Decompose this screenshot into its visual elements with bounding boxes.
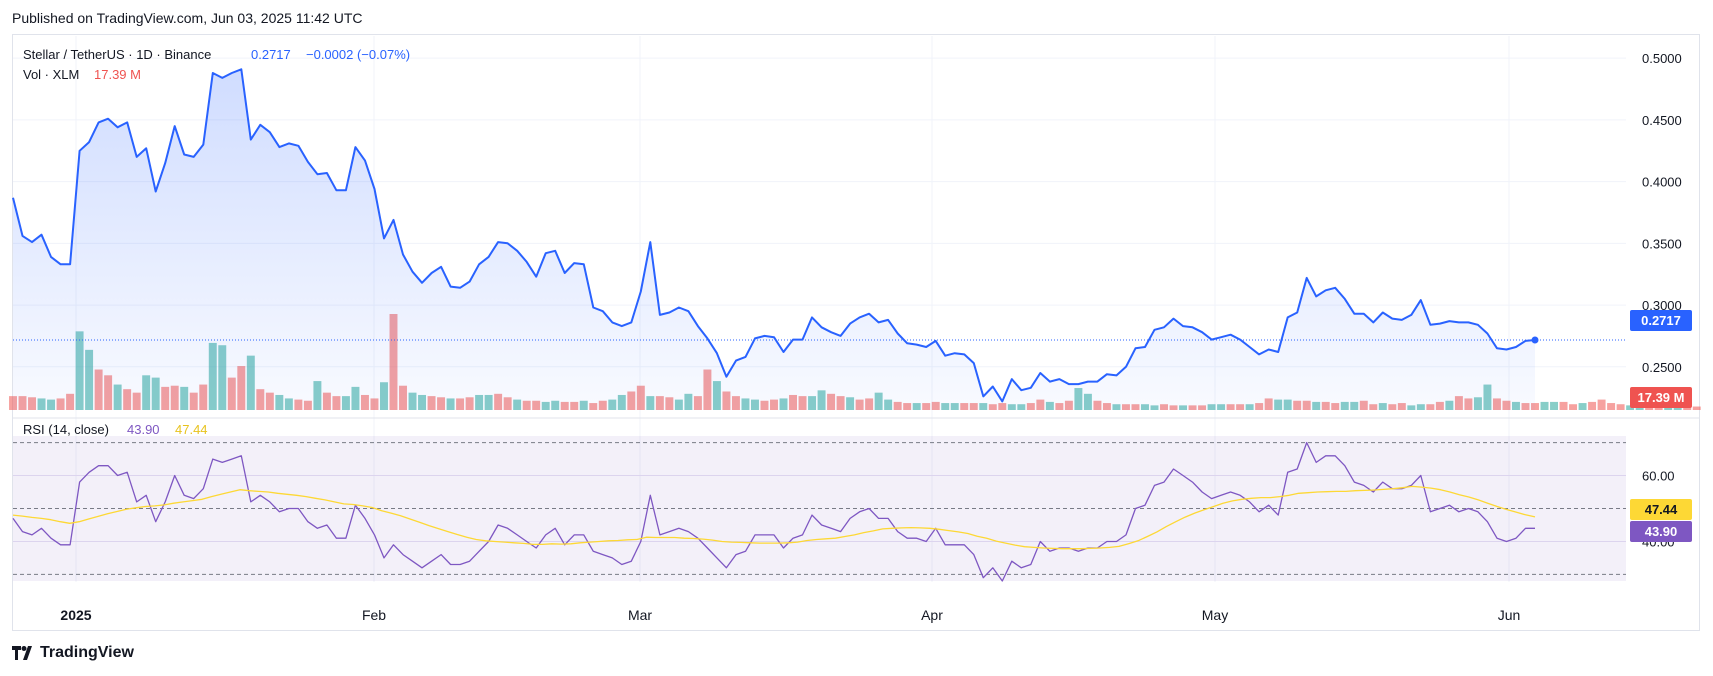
published-caption: Published on TradingView.com, Jun 03, 20… — [12, 10, 363, 26]
tradingview-logo[interactable]: TradingView — [12, 644, 134, 662]
volume-badge: 17.39 M — [1630, 387, 1692, 408]
svg-text:17.39 M: 17.39 M — [1638, 390, 1685, 405]
tradingview-logo-icon — [12, 646, 32, 660]
brand-name: TradingView — [40, 644, 134, 661]
price-tick-label: 0.4500 — [1642, 113, 1682, 128]
time-tick-label: May — [1202, 607, 1228, 623]
rsi-badge: 43.90 — [1630, 521, 1692, 542]
time-tick-label: Mar — [628, 607, 652, 623]
price-tick-label: 0.5000 — [1642, 51, 1682, 66]
legend-volume-label: Vol · XLM — [23, 67, 79, 82]
rsi-tick-label: 60.00 — [1642, 469, 1675, 484]
price-axis[interactable]: 0.5000 0.4500 0.4000 0.3500 0.3000 0.2500 60.0… — [1642, 51, 1682, 549]
time-tick-label: Feb — [362, 607, 386, 623]
rsi-series — [12, 441, 1626, 582]
price-line — [12, 68, 1536, 403]
price-series — [12, 68, 1626, 411]
price-tick-label: 0.4000 — [1642, 175, 1682, 190]
last-price-point — [1531, 336, 1539, 344]
time-tick-label: Jun — [1498, 607, 1521, 623]
svg-text:43.90: 43.90 — [1645, 524, 1678, 539]
price-tick-label: 0.3500 — [1642, 236, 1682, 251]
volume-bar — [1664, 406, 1673, 410]
volume-bar — [1588, 401, 1597, 410]
price-tick-label: 0.2500 — [1642, 360, 1682, 375]
legend-price: 0.2717 — [251, 47, 291, 62]
legend-symbol: Stellar / TetherUS · 1D · Binance — [23, 47, 211, 62]
volume-bar — [1569, 404, 1578, 410]
rsi-line — [12, 441, 1535, 582]
volume-bar — [1616, 404, 1625, 410]
price-tick-label: 0.3000 — [1642, 298, 1682, 313]
legend-volume-value: 17.39 M — [94, 67, 141, 82]
rsi-ma-line — [12, 485, 1536, 550]
volume-bar — [1597, 399, 1606, 410]
chart-frame[interactable] — [12, 34, 1700, 631]
volume-bar — [1559, 401, 1568, 410]
volume-bar — [1673, 406, 1682, 410]
time-tick-label: 2025 — [60, 607, 91, 623]
volume-bar — [1550, 401, 1559, 410]
legend-rsi-value: 43.90 — [127, 422, 160, 437]
time-axis[interactable]: 2025 Feb Mar Apr May Jun — [60, 607, 1520, 623]
price-area-fill — [13, 69, 1535, 411]
svg-text:47.44: 47.44 — [1645, 502, 1678, 517]
volume-bar — [1578, 403, 1587, 410]
volume-bar — [1692, 406, 1701, 410]
volume-bar — [1607, 403, 1616, 410]
svg-text:0.2717: 0.2717 — [1641, 313, 1681, 328]
volume-bar — [1540, 401, 1549, 410]
legend-rsi-ma-value: 47.44 — [175, 422, 208, 437]
time-tick-label: Apr — [921, 607, 943, 623]
volume-bar — [1626, 405, 1635, 410]
rsi-ma-badge: 47.44 — [1630, 499, 1692, 520]
price-badge: 0.2717 — [1630, 310, 1692, 331]
legend-change: −0.0002 (−0.07%) — [306, 47, 410, 62]
volume-bar — [1683, 406, 1692, 410]
legend-rsi-label: RSI (14, close) — [23, 422, 109, 437]
